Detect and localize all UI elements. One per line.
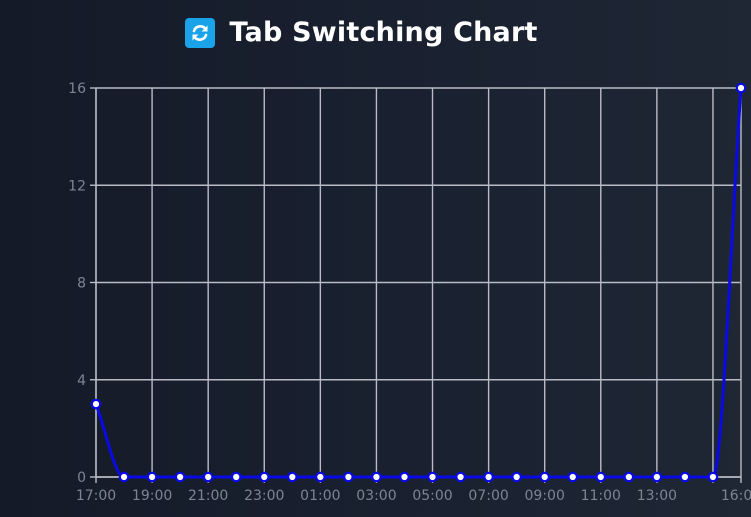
x-tick-label: 09:00 bbox=[525, 488, 565, 504]
data-point[interactable] bbox=[427, 471, 438, 483]
x-tick-label: 03:00 bbox=[356, 488, 396, 504]
y-tick-label: 8 bbox=[77, 276, 86, 292]
refresh-icon bbox=[185, 17, 216, 48]
y-tick-label: 4 bbox=[77, 373, 86, 389]
data-point[interactable] bbox=[567, 471, 579, 483]
y-axis-labels: 0 4 8 12 16 bbox=[68, 81, 86, 486]
data-point[interactable] bbox=[651, 471, 663, 483]
data-point[interactable] bbox=[399, 471, 410, 483]
x-tick-label: 23:00 bbox=[244, 488, 284, 504]
chart-header: Tab Switching Chart bbox=[0, 17, 723, 48]
data-point[interactable] bbox=[623, 471, 635, 483]
data-point[interactable] bbox=[511, 471, 522, 483]
data-point[interactable] bbox=[174, 471, 186, 483]
data-point[interactable] bbox=[483, 471, 494, 483]
data-point[interactable] bbox=[230, 471, 242, 483]
x-tick-label: 01:00 bbox=[300, 488, 340, 504]
chart-title: Tab Switching Chart bbox=[229, 17, 538, 48]
data-point[interactable] bbox=[90, 398, 102, 410]
x-tick-label: 16:00 bbox=[721, 488, 751, 504]
x-tick-label: 19:00 bbox=[132, 488, 172, 504]
data-point[interactable] bbox=[146, 471, 158, 483]
data-point[interactable] bbox=[707, 471, 719, 483]
data-point[interactable] bbox=[539, 471, 550, 483]
y-tick-label: 12 bbox=[68, 178, 86, 194]
data-point[interactable] bbox=[287, 471, 298, 483]
series-points bbox=[90, 82, 747, 483]
y-tick-label: 16 bbox=[68, 81, 86, 97]
x-tick-label: 05:00 bbox=[412, 488, 452, 504]
chart-grid bbox=[95, 87, 742, 483]
data-point[interactable] bbox=[202, 471, 214, 483]
data-point[interactable] bbox=[258, 471, 270, 483]
x-tick-label: 13:00 bbox=[637, 488, 677, 504]
x-axis-labels: 17:00 19:00 21:00 23:00 01:00 03:00 05:00 07:00… bbox=[76, 488, 751, 504]
data-point[interactable] bbox=[371, 471, 382, 483]
data-point[interactable] bbox=[315, 471, 326, 483]
data-point[interactable] bbox=[595, 471, 607, 483]
data-point[interactable] bbox=[679, 471, 691, 483]
x-tick-label: 11:00 bbox=[581, 488, 621, 504]
data-point[interactable] bbox=[455, 471, 466, 483]
x-tick-label: 17:00 bbox=[76, 488, 116, 504]
y-tick-label: 0 bbox=[77, 470, 86, 486]
x-tick-label: 21:00 bbox=[188, 488, 228, 504]
data-point[interactable] bbox=[343, 471, 354, 483]
data-point[interactable] bbox=[735, 82, 747, 94]
data-point[interactable] bbox=[118, 471, 130, 483]
x-tick-label: 07:00 bbox=[468, 488, 508, 504]
